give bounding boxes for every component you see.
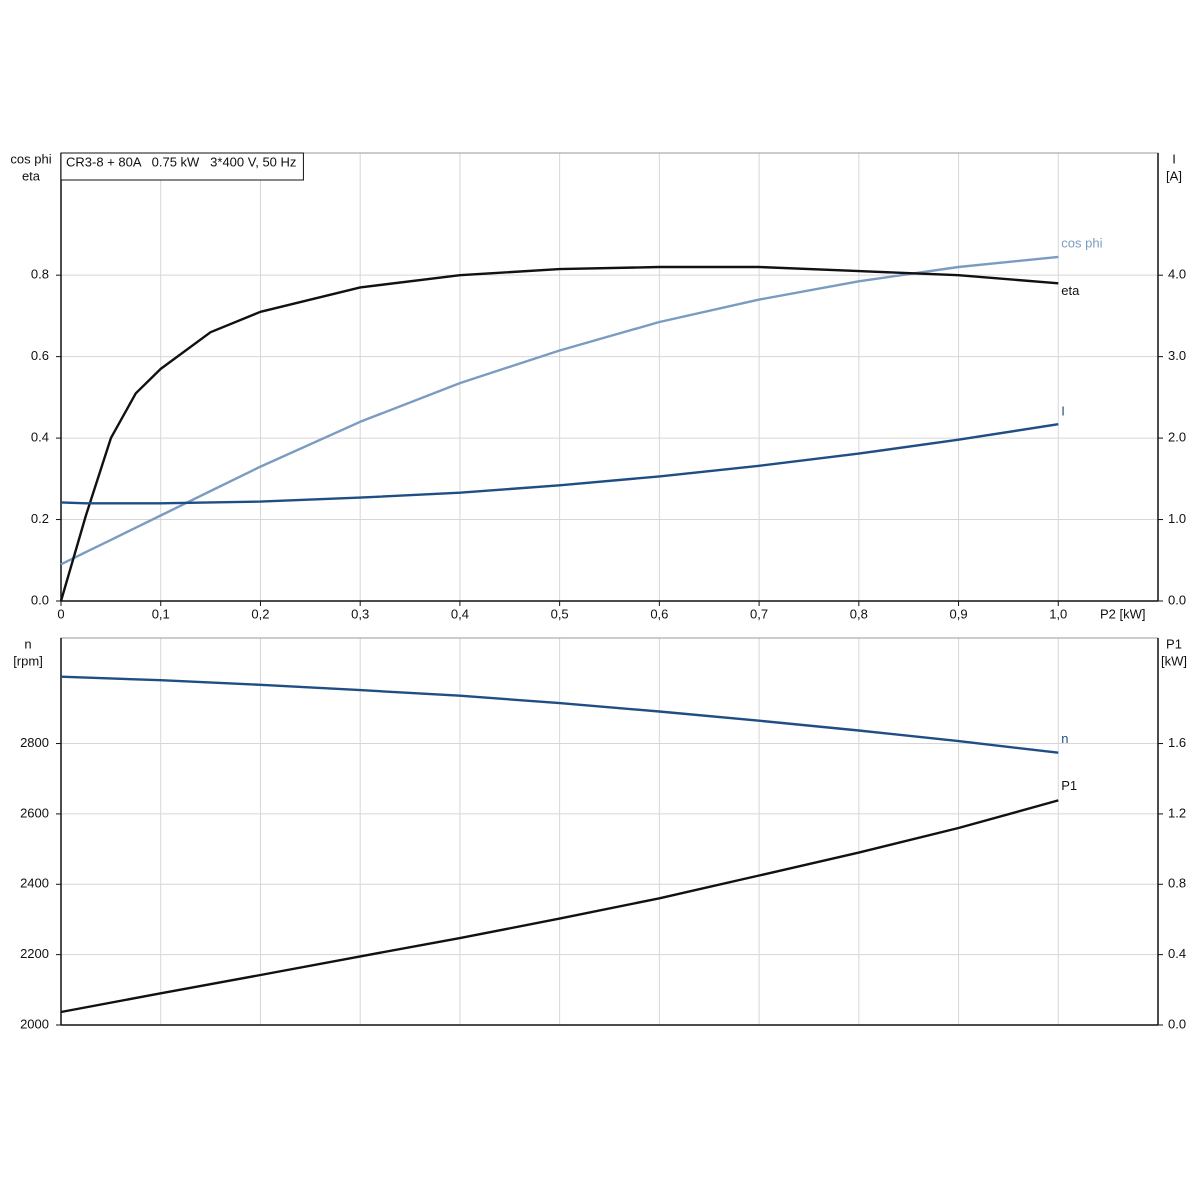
x-tick-label: 0,5 — [551, 606, 569, 621]
y2-tick-label: 1.2 — [1168, 805, 1186, 820]
plot-frame — [60, 152, 1159, 602]
annotation: CR3-8 + 80A 0.75 kW 3*400 V, 50 Hz — [66, 154, 296, 169]
y-axis-label: n — [24, 636, 31, 651]
y2-tick-label: 3.0 — [1168, 348, 1186, 363]
y2-axis-label: I — [1172, 151, 1176, 166]
y-tick-label: 2400 — [20, 876, 49, 891]
series-line — [60, 675, 1059, 754]
x-tick-label: 0,1 — [152, 606, 170, 621]
y-axis-label: [rpm] — [13, 653, 43, 668]
series-label: P1 — [1061, 778, 1077, 793]
y2-tick-label: 0.0 — [1168, 1016, 1186, 1031]
x-tick-label: 0,3 — [351, 606, 369, 621]
y-tick-label: 0.4 — [31, 430, 49, 445]
y2-tick-label: 2.0 — [1168, 430, 1186, 445]
y-tick-label: 0.8 — [31, 267, 49, 282]
series-line — [59, 265, 1059, 602]
x-axis-label: P2 [kW] — [1100, 606, 1146, 621]
y2-axis-label: [A] — [1166, 168, 1182, 183]
x-tick-label: 1,0 — [1049, 606, 1067, 621]
y-tick-label: 2200 — [20, 946, 49, 961]
series-label: eta — [1061, 283, 1080, 298]
y2-tick-label: 1.6 — [1168, 735, 1186, 750]
x-tick-label: 0 — [57, 606, 64, 621]
y2-tick-label: 4.0 — [1168, 267, 1186, 282]
y2-axis-label: [kW] — [1161, 653, 1187, 668]
y-axis-label: eta — [22, 168, 41, 183]
series-line — [60, 423, 1059, 505]
x-tick-label: 0,6 — [650, 606, 668, 621]
series-label: n — [1061, 731, 1068, 746]
x-tick-label: 0,9 — [950, 606, 968, 621]
series-line — [60, 255, 1059, 566]
series-label: I — [1061, 404, 1065, 419]
x-tick-label: 0,8 — [850, 606, 868, 621]
y-tick-label: 0.2 — [31, 511, 49, 526]
series-line — [60, 799, 1059, 1014]
y-axis-label: cos phi — [10, 151, 51, 166]
plot-frame — [60, 637, 1159, 1026]
x-tick-label: 0,7 — [750, 606, 768, 621]
y2-tick-label: 0.0 — [1168, 592, 1186, 607]
annotation-box — [60, 152, 304, 181]
y-tick-label: 2600 — [20, 805, 49, 820]
y2-tick-label: 0.4 — [1168, 946, 1186, 961]
x-tick-label: 0,4 — [451, 606, 469, 621]
y-tick-label: 0.6 — [31, 348, 49, 363]
y2-axis-label: P1 — [1166, 636, 1182, 651]
y-tick-label: 0.0 — [31, 592, 49, 607]
series-label: cos phi — [1061, 235, 1102, 250]
y-tick-label: 2000 — [20, 1016, 49, 1031]
y2-tick-label: 1.0 — [1168, 511, 1186, 526]
y2-tick-label: 0.8 — [1168, 876, 1186, 891]
y-tick-label: 2800 — [20, 735, 49, 750]
x-tick-label: 0,2 — [251, 606, 269, 621]
